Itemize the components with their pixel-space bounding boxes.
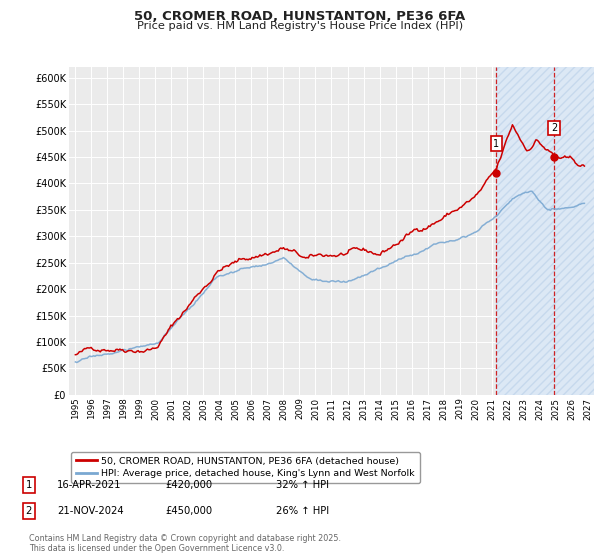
Text: 21-NOV-2024: 21-NOV-2024 (57, 506, 124, 516)
Text: 16-APR-2021: 16-APR-2021 (57, 480, 121, 490)
Text: 2: 2 (26, 506, 32, 516)
Text: 32% ↑ HPI: 32% ↑ HPI (276, 480, 329, 490)
Text: 50, CROMER ROAD, HUNSTANTON, PE36 6FA: 50, CROMER ROAD, HUNSTANTON, PE36 6FA (134, 10, 466, 22)
Text: 26% ↑ HPI: 26% ↑ HPI (276, 506, 329, 516)
Text: £420,000: £420,000 (165, 480, 212, 490)
Text: 1: 1 (493, 139, 499, 149)
Bar (496, 67, 594, 395)
Text: Contains HM Land Registry data © Crown copyright and database right 2025.
This d: Contains HM Land Registry data © Crown c… (29, 534, 341, 553)
Text: £450,000: £450,000 (165, 506, 212, 516)
Bar (496, 67, 594, 395)
Legend: 50, CROMER ROAD, HUNSTANTON, PE36 6FA (detached house), HPI: Average price, deta: 50, CROMER ROAD, HUNSTANTON, PE36 6FA (d… (71, 452, 419, 483)
Text: 1: 1 (26, 480, 32, 490)
Text: 2: 2 (551, 123, 557, 133)
Text: Price paid vs. HM Land Registry's House Price Index (HPI): Price paid vs. HM Land Registry's House … (137, 21, 463, 31)
